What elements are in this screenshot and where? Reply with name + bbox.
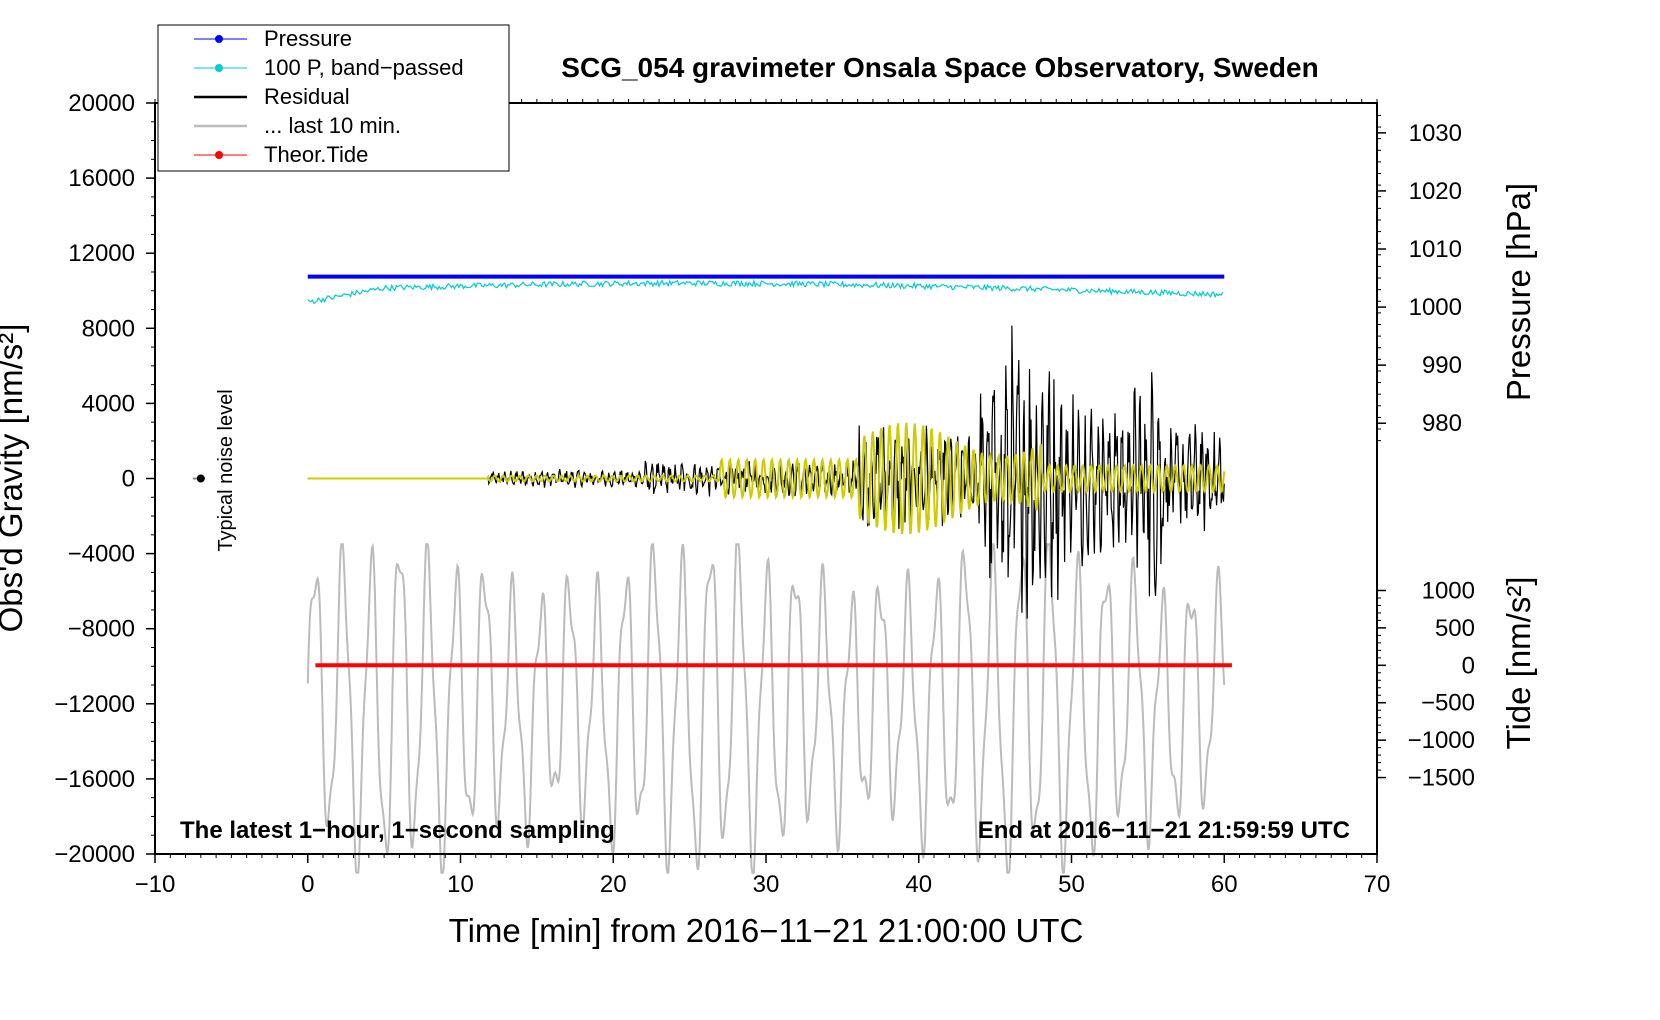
x-tick-label: 10: [447, 871, 474, 898]
legend-marker: [215, 64, 223, 72]
legend-marker: [215, 35, 223, 43]
y-left-tick-label: 8000: [82, 315, 135, 342]
legend-label: Pressure: [264, 26, 352, 51]
annotation-end-time: End at 2016−11−21 21:59:59 UTC: [978, 817, 1350, 844]
noise-marker-group: Typical noise level: [192, 389, 237, 552]
pressure-tick-label: 1030: [1409, 120, 1462, 147]
legend: Pressure 100 P, band−passed Residual ... la…: [157, 24, 510, 172]
x-tick-label: 30: [753, 871, 780, 898]
y-left-tick-label: −16000: [54, 766, 135, 793]
x-tick-label: 60: [1211, 871, 1238, 898]
y-left-tick-label: −8000: [68, 616, 135, 643]
pressure-tick-label: 1020: [1409, 178, 1462, 205]
series-last-10-min: [306, 542, 1226, 874]
y-left-tick-label: 4000: [82, 390, 135, 417]
y-left-tick-label: −12000: [54, 691, 135, 718]
pressure-tick-label: 1000: [1409, 294, 1462, 321]
y-left-tick-label: 20000: [68, 90, 135, 117]
x-tick-label: −10: [135, 871, 176, 898]
pressure-tick-label: 980: [1422, 410, 1462, 437]
x-tick-label: 70: [1364, 871, 1391, 898]
y-axis-tide-title: Tide [nm/s²]: [1500, 577, 1537, 750]
pressure-tick-label: 1010: [1409, 236, 1462, 263]
noise-label: Typical noise level: [215, 389, 237, 551]
tide-tick-label: −1000: [1408, 727, 1475, 754]
chart-title: SCG_054 gravimeter Onsala Space Observat…: [561, 52, 1318, 83]
legend-label: Theor.Tide: [264, 142, 368, 167]
y-axis-pressure-title: Pressure [hPa]: [1500, 183, 1537, 401]
y-left-tick-label: 12000: [68, 240, 135, 267]
legend-label: ... last 10 min.: [264, 113, 401, 138]
y-left-tick-label: −4000: [68, 541, 135, 568]
x-tick-label: 50: [1058, 871, 1085, 898]
y-axis-left-title: Obs'd Gravity [nm/s²]: [0, 324, 29, 633]
legend-label: 100 P, band−passed: [264, 55, 464, 80]
noise-dot: [196, 474, 205, 483]
series-band-passed: [307, 278, 1224, 305]
tide-tick-label: 500: [1435, 615, 1475, 642]
tide-tick-label: 0: [1462, 652, 1475, 679]
y-left-tick-label: −20000: [54, 841, 135, 868]
legend-label: Residual: [264, 84, 350, 109]
tide-tick-label: −500: [1421, 690, 1475, 717]
y-left-tick-label: 0: [122, 466, 135, 493]
x-tick-label: 0: [301, 871, 314, 898]
tide-tick-label: −1500: [1408, 765, 1475, 792]
series-layer: [306, 274, 1232, 874]
x-tick-label: 40: [905, 871, 932, 898]
pressure-tick-label: 990: [1422, 352, 1462, 379]
y-left-tick-label: 16000: [68, 165, 135, 192]
annotation-sampling: The latest 1−hour, 1−second sampling: [180, 817, 615, 844]
series-filtered: [307, 422, 1226, 535]
legend-marker: [215, 151, 223, 159]
tick-layer: −10 0 10 20 30 40 50 60 702000016000120008000400…: [54, 90, 1475, 898]
x-tick-label: 20: [600, 871, 627, 898]
tide-tick-label: 1000: [1422, 577, 1475, 604]
x-axis-title: Time [min] from 2016−11−21 21:00:00 UTC: [449, 912, 1084, 949]
